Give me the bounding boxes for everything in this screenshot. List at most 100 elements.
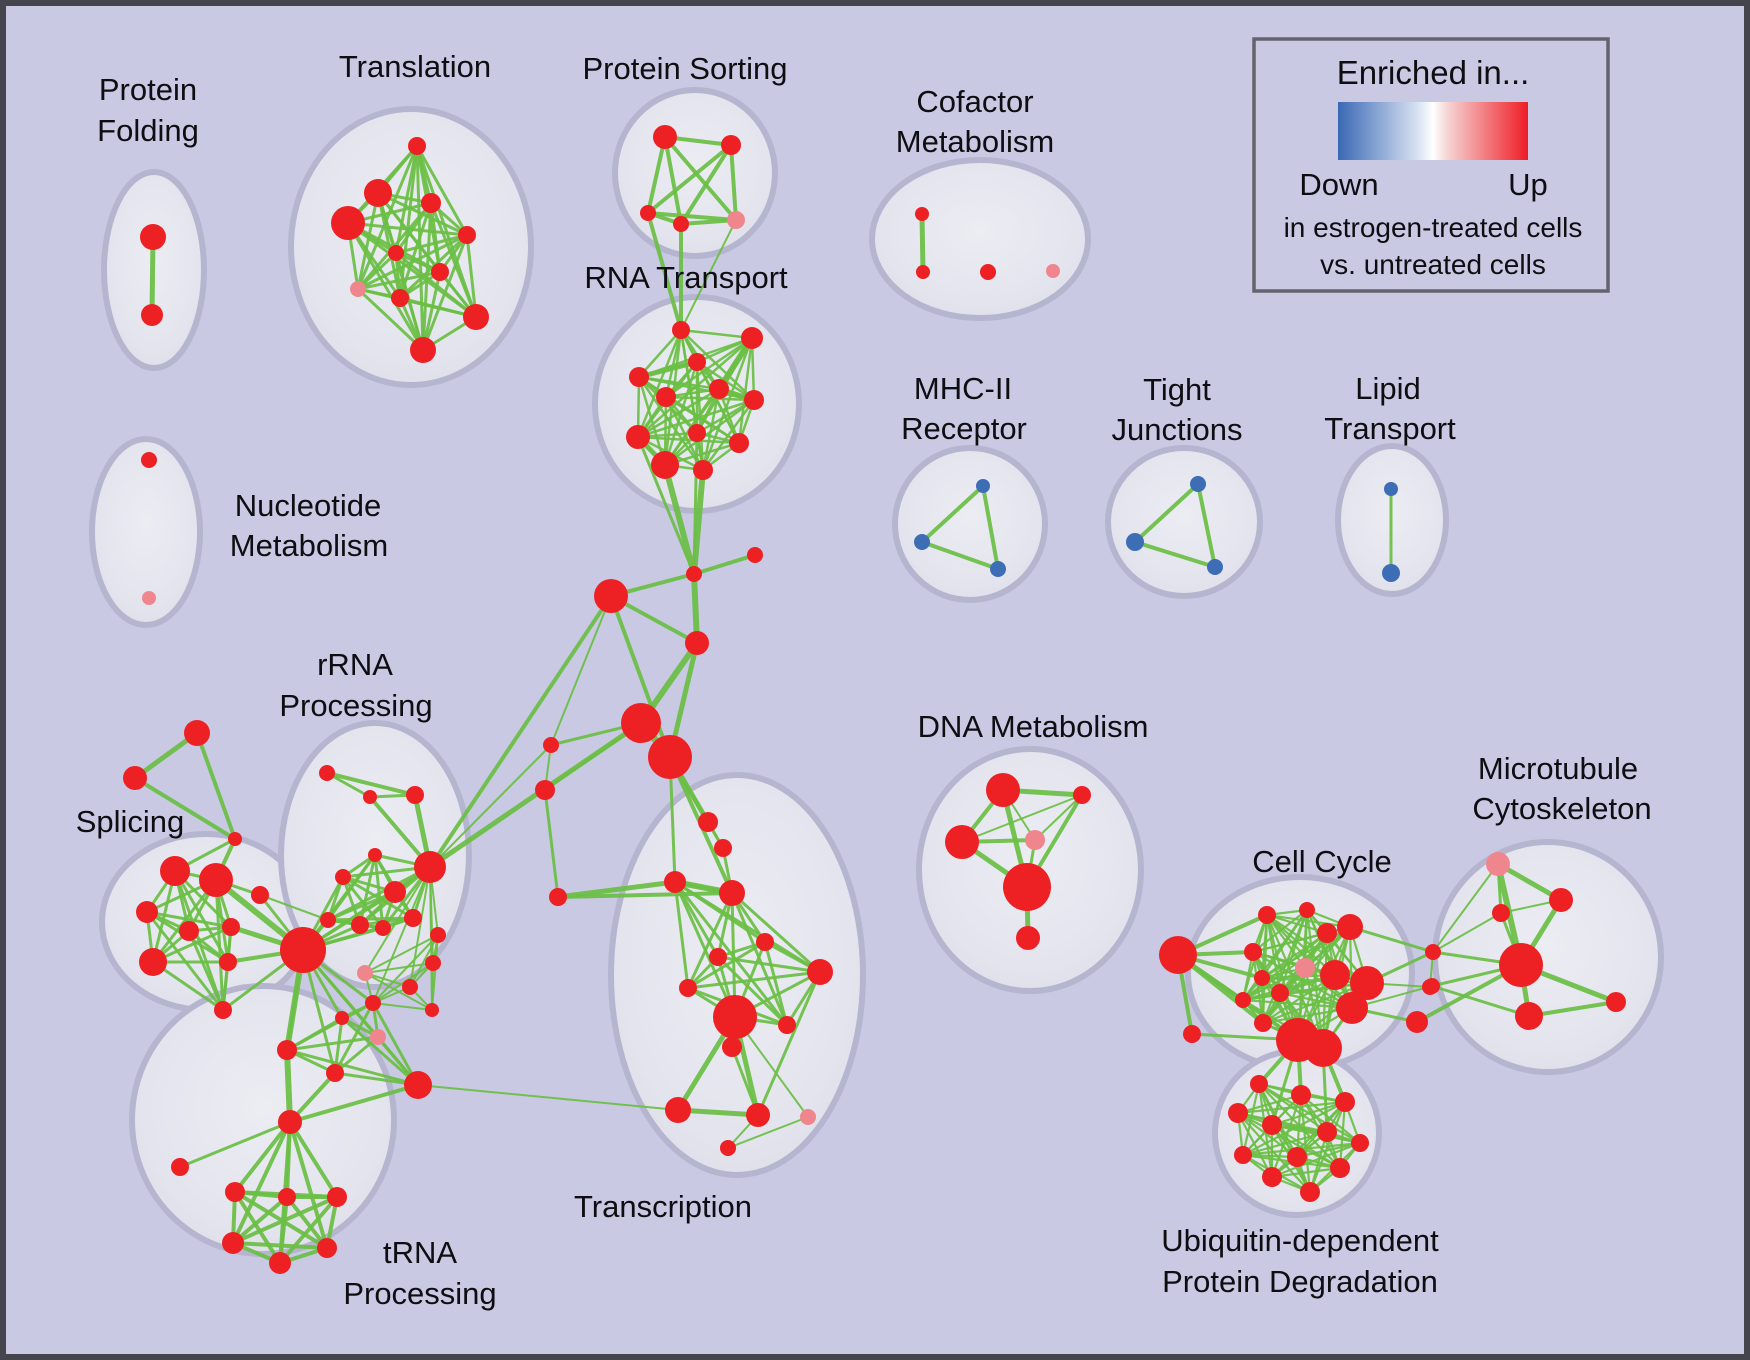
edge-tn2-tn5 xyxy=(285,1195,329,1250)
edge-ps3-rt1 xyxy=(646,211,683,332)
edge-th1-tn4 xyxy=(231,1120,292,1245)
node-cc9 xyxy=(1235,992,1251,1008)
node-cc5 xyxy=(1337,914,1363,940)
legend: Enriched in... Down Up in estrogen-treat… xyxy=(1252,37,1610,293)
node-ps5 xyxy=(727,211,745,229)
legend-gradient-bar xyxy=(1338,102,1528,160)
node-mcL xyxy=(1425,944,1441,960)
node-u12 xyxy=(1300,1182,1320,1202)
node-d3 xyxy=(945,825,979,859)
node-h5 xyxy=(621,703,661,743)
edge-tr7-tr10 xyxy=(716,955,789,1027)
edge-rt6-rt12 xyxy=(701,387,721,472)
node-h6 xyxy=(648,735,692,779)
node-tr2 xyxy=(698,812,718,832)
cluster-label-ubiquitin-dependent-protein-degradation-line1: Ubiquitin-dependent xyxy=(1161,1223,1439,1258)
edge-t5-t8 xyxy=(356,233,469,291)
edge-cc4-cc9 xyxy=(1241,931,1329,1002)
node-r9 xyxy=(320,912,336,928)
node-ps3 xyxy=(640,205,656,221)
edge-d2-d3 xyxy=(961,794,1083,843)
node-cc18 xyxy=(1406,1011,1428,1033)
edge-mcL-mcp xyxy=(1432,863,1499,953)
cluster-label-tight-junctions-line2: Junctions xyxy=(1112,412,1243,447)
edge-rt8-h1 xyxy=(636,435,696,576)
edge-tn3-tn6 xyxy=(278,1195,339,1265)
edge-t9-t10 xyxy=(398,296,478,319)
legend-title: Enriched in... xyxy=(1337,54,1530,91)
edge-mc3-mc4 xyxy=(1430,984,1531,1018)
node-d1 xyxy=(986,773,1020,807)
node-mc2 xyxy=(1492,904,1510,922)
edge-q1-q6 xyxy=(285,1048,420,1087)
node-q6 xyxy=(404,1071,432,1099)
node-q10 xyxy=(357,965,373,981)
edge-r6-r9 xyxy=(326,865,432,922)
cluster-label-cofactor-metabolism-line2: Metabolism xyxy=(896,124,1055,159)
edge-rt1-rt7 xyxy=(679,328,756,402)
edge-t7-t11 xyxy=(421,270,442,352)
cluster-label-mhc-ii-receptor-line2: Receptor xyxy=(901,411,1027,446)
edge-cc9-cc10 xyxy=(1241,973,1337,1002)
edge-th1-tn1 xyxy=(233,1120,292,1194)
legend-caption-line2: vs. untreated cells xyxy=(1320,249,1546,280)
node-tr5 xyxy=(719,880,745,906)
edge-t6-t8 xyxy=(356,251,398,291)
edge-q2-q4 xyxy=(333,1016,344,1075)
node-rt11 xyxy=(651,451,679,479)
node-s7 xyxy=(219,953,237,971)
edge-mc4-mc5 xyxy=(1527,1000,1618,1018)
node-tr15 xyxy=(720,1140,736,1156)
node-rt2 xyxy=(741,327,763,349)
node-t4 xyxy=(421,193,441,213)
node-tj1 xyxy=(1190,476,1206,492)
node-u9 xyxy=(1287,1147,1307,1167)
edge-ps1-ps3 xyxy=(646,135,667,215)
edge-rt5-rt7 xyxy=(664,395,756,402)
node-u5 xyxy=(1262,1115,1282,1135)
edge-q3-q6 xyxy=(371,1001,420,1087)
cluster-label-cofactor-metabolism-line1: Cofactor xyxy=(916,84,1033,119)
edge-cc6-cc9 xyxy=(1241,966,1307,1002)
node-u1 xyxy=(1250,1075,1268,1093)
edge-cc5-mcL xyxy=(1348,925,1435,954)
legend-down-label: Down xyxy=(1299,167,1378,202)
node-u8 xyxy=(1234,1146,1252,1164)
node-cc11 xyxy=(1350,966,1384,1000)
edge-q3-q9 xyxy=(372,962,434,1004)
legend-box xyxy=(1252,37,1610,293)
node-t6 xyxy=(388,245,404,261)
edge-c1-c2 xyxy=(543,788,560,899)
edge-t1-t8 xyxy=(356,144,419,291)
edge-ps2-ps5 xyxy=(729,143,738,222)
node-t8 xyxy=(350,281,366,297)
node-cc15 xyxy=(1304,1029,1342,1067)
cluster-label-translation: Translation xyxy=(339,49,491,84)
node-q5 xyxy=(370,1029,386,1045)
node-mcB xyxy=(1499,943,1543,987)
edge-s2-s6 xyxy=(151,878,218,964)
node-cc16 xyxy=(1183,1025,1201,1043)
node-r5 xyxy=(335,869,351,885)
node-d2 xyxy=(1073,786,1091,804)
edge-rt2-rt5 xyxy=(664,336,754,399)
edge-u7-u9 xyxy=(1295,1141,1362,1159)
edge-sp_a-sp_c xyxy=(195,731,237,841)
edge-s2-s8 xyxy=(214,878,225,1012)
edge-u5-u10 xyxy=(1270,1123,1342,1170)
edge-q10-q12 xyxy=(364,934,439,974)
edge-cc11-cc13 xyxy=(1261,981,1369,1025)
edge-d2-d4 xyxy=(1034,794,1083,841)
edge-ps2-ps4 xyxy=(679,143,733,226)
edge-c2-tr5 xyxy=(556,891,734,899)
cluster-label-protein-sorting: Protein Sorting xyxy=(582,51,787,86)
edge-m2-m3 xyxy=(920,540,1000,571)
edge-ps3-ps5 xyxy=(646,211,738,222)
edge-q3-q12 xyxy=(372,934,439,1004)
edge-pf1-pf2 xyxy=(149,234,156,318)
node-s5 xyxy=(222,918,240,936)
node-t7 xyxy=(431,263,449,281)
node-h3 xyxy=(594,579,628,613)
edge-h3-h7 xyxy=(550,595,612,746)
